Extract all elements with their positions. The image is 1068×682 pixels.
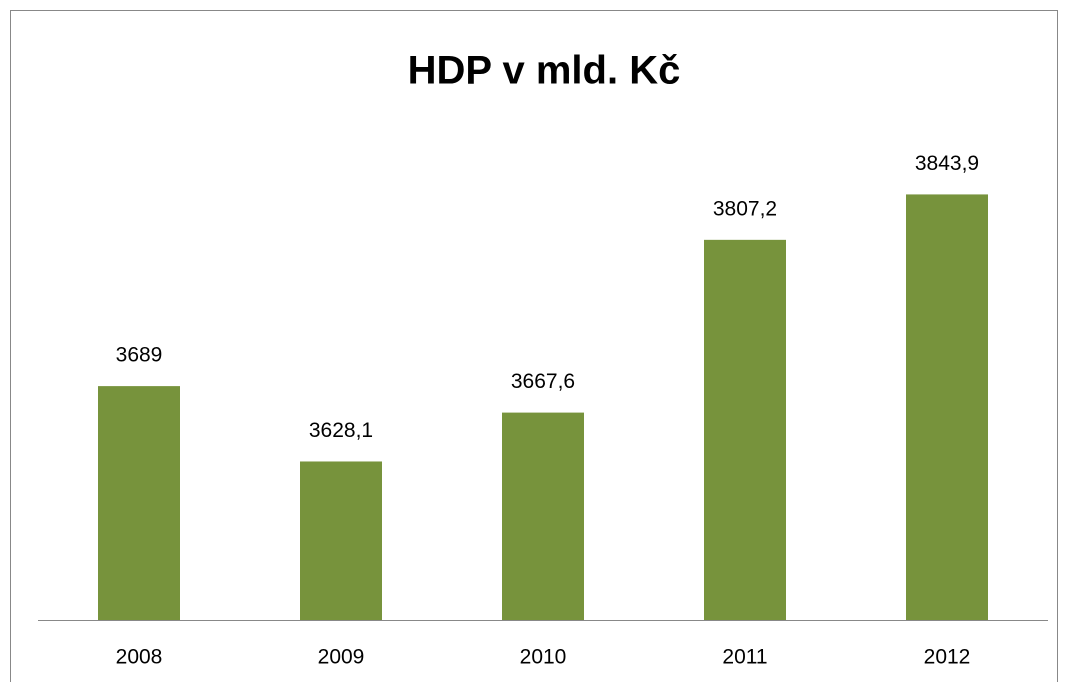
data-label: 3807,2	[713, 197, 777, 220]
bar	[502, 412, 584, 620]
data-label: 3689	[116, 344, 163, 367]
bar	[300, 461, 382, 620]
data-label: 3628,1	[309, 419, 373, 442]
x-tick-label: 2009	[318, 646, 365, 669]
x-tick-label: 2008	[116, 646, 163, 669]
x-tick-label: 2011	[722, 646, 767, 669]
bar	[906, 194, 988, 620]
x-tick-label: 2010	[520, 646, 567, 669]
data-label: 3843,9	[915, 152, 979, 175]
data-label: 3667,6	[511, 370, 575, 393]
x-tick-label: 2012	[924, 646, 971, 669]
chart-title: HDP v mld. Kč	[408, 49, 681, 93]
bar	[704, 239, 786, 620]
bar	[98, 386, 180, 620]
